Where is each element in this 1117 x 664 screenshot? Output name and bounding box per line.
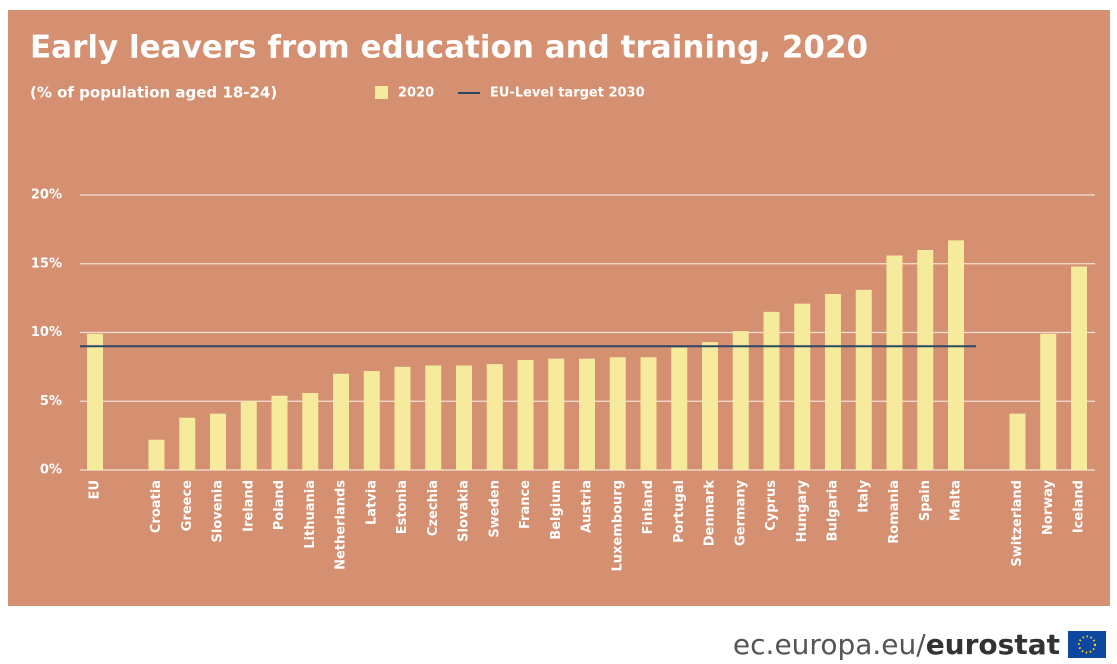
bar	[1040, 333, 1057, 470]
chart-subtitle: (% of population aged 18-24)	[30, 84, 277, 102]
bar	[210, 413, 226, 470]
bar	[917, 250, 934, 470]
x-tick-label: EU	[88, 480, 103, 499]
y-tick-label: 0%	[40, 463, 62, 478]
x-tick-label: Spain	[918, 480, 933, 521]
legend-label: EU-Level target 2030	[490, 86, 645, 101]
x-tick-label: Luxembourg	[610, 480, 625, 572]
x-tick-label: Slovakia	[457, 480, 472, 542]
eu-flag	[1068, 631, 1106, 658]
bar	[794, 303, 811, 470]
legend-swatch	[375, 86, 388, 99]
x-tick-label: Slovenia	[211, 480, 226, 543]
x-tick-label: Sweden	[487, 480, 502, 538]
legend-label: 2020	[398, 86, 434, 101]
x-tick-label: France	[518, 480, 533, 529]
bar	[671, 347, 688, 470]
x-tick-label: Austria	[580, 480, 595, 533]
x-tick-label: Croatia	[149, 480, 164, 533]
x-tick-label: Latvia	[364, 480, 379, 525]
bar	[394, 366, 411, 470]
bar	[855, 289, 872, 470]
x-tick-label: Bulgaria	[826, 480, 841, 541]
eu-flag-stars	[1078, 635, 1096, 654]
y-tick-label: 15%	[31, 256, 62, 271]
source-brand: eurostat	[926, 628, 1060, 661]
x-tick-label: Finland	[641, 480, 656, 534]
x-tick-label: Malta	[949, 480, 964, 521]
x-tick-label: Cyprus	[764, 480, 779, 531]
bar	[363, 371, 380, 470]
bar	[271, 395, 288, 470]
x-tick-label: Portugal	[672, 480, 687, 543]
source-site: ec.europa.eu/eurostat	[733, 628, 1060, 661]
bar	[886, 255, 903, 470]
x-tick-label: Netherlands	[334, 480, 349, 570]
bar	[579, 358, 595, 470]
bar	[948, 240, 964, 470]
x-tick-label: Estonia	[395, 480, 410, 534]
bar	[425, 365, 442, 470]
x-tick-label: Germany	[733, 479, 748, 545]
x-tick-label: Switzerland	[1010, 480, 1025, 567]
bar	[640, 357, 657, 470]
x-tick-label: Iceland	[1072, 480, 1087, 533]
bar	[240, 401, 257, 470]
chart-title: Early leavers from education and trainin…	[30, 30, 868, 66]
bar	[456, 365, 472, 470]
bar	[1071, 266, 1087, 470]
bar	[609, 357, 626, 470]
bar	[702, 342, 718, 470]
bar	[517, 360, 534, 470]
x-tick-label: Hungary	[795, 479, 810, 542]
y-tick-label: 5%	[40, 394, 62, 409]
bar	[763, 311, 780, 470]
bar	[548, 358, 565, 470]
bar	[333, 373, 349, 470]
x-tick-label: Italy	[856, 479, 871, 512]
bar	[486, 364, 503, 470]
x-tick-label: Lithuania	[303, 480, 318, 549]
bar	[825, 294, 841, 470]
bar	[148, 439, 165, 470]
x-tick-label: Poland	[272, 480, 287, 530]
x-tick-label: Romania	[887, 480, 902, 544]
x-tick-label: Czechia	[426, 480, 441, 536]
x-tick-label: Denmark	[703, 480, 718, 547]
bar	[732, 331, 749, 470]
bar	[302, 393, 319, 470]
x-tick-label: Belgium	[549, 480, 564, 540]
x-tick-label: Ireland	[241, 480, 256, 532]
x-tick-label: Greece	[180, 480, 195, 531]
y-tick-label: 20%	[31, 188, 62, 203]
x-tick-label: Norway	[1041, 479, 1056, 535]
bar	[179, 417, 196, 470]
bar	[87, 333, 103, 470]
y-tick-label: 10%	[31, 325, 62, 340]
bar	[1009, 413, 1026, 470]
source-site-text: ec.europa.eu/	[733, 628, 926, 661]
